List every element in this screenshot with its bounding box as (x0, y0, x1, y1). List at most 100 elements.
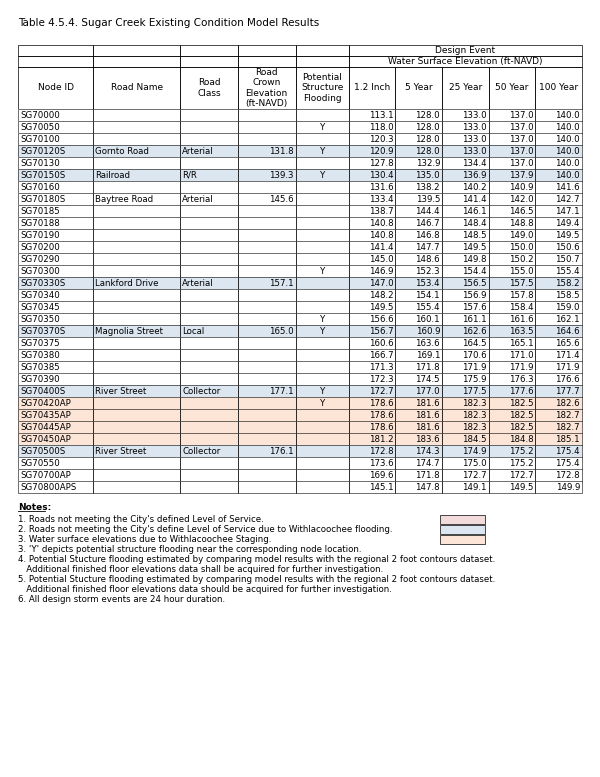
Bar (18, 397, 582, 409)
Text: 165.1: 165.1 (509, 339, 533, 347)
Bar (18, 289, 582, 301)
Bar (489, 445, 535, 457)
Bar (489, 421, 535, 433)
Text: 178.6: 178.6 (369, 423, 394, 431)
Text: Arterial: Arterial (182, 194, 214, 204)
Bar (180, 181, 238, 193)
Bar (535, 229, 582, 241)
Text: SG70370S: SG70370S (20, 326, 65, 336)
Bar (296, 109, 349, 121)
Bar (395, 229, 442, 241)
Bar (18, 361, 94, 373)
Bar (395, 241, 442, 253)
Bar (180, 457, 238, 469)
Bar (296, 133, 349, 145)
Bar (535, 241, 582, 253)
Text: SG70188: SG70188 (20, 218, 60, 228)
Bar (395, 457, 442, 469)
Bar (535, 421, 582, 433)
Text: 133.0: 133.0 (462, 110, 487, 120)
Text: 137.0: 137.0 (509, 147, 533, 155)
Bar (349, 217, 395, 229)
Bar (238, 109, 296, 121)
Bar (180, 277, 238, 289)
Text: 160.1: 160.1 (415, 315, 440, 323)
Bar (442, 361, 489, 373)
Bar (18, 457, 94, 469)
Bar (94, 109, 180, 121)
Text: 150.0: 150.0 (509, 242, 533, 252)
Bar (349, 349, 395, 361)
Bar (18, 481, 94, 493)
Bar (18, 169, 582, 181)
Text: 137.9: 137.9 (509, 170, 533, 179)
Bar (238, 181, 296, 193)
Text: 149.8: 149.8 (462, 255, 487, 263)
Text: SG70550: SG70550 (20, 458, 60, 468)
Bar (395, 253, 442, 265)
Text: 155.4: 155.4 (415, 302, 440, 312)
Text: SG70150S: SG70150S (20, 170, 65, 179)
Text: 182.3: 182.3 (462, 399, 487, 407)
Bar (94, 469, 180, 481)
Text: Lankford Drive: Lankford Drive (95, 278, 159, 287)
Bar (535, 445, 582, 457)
Bar (180, 397, 238, 409)
Text: SG70190: SG70190 (20, 231, 59, 239)
Bar (94, 421, 180, 433)
Bar (296, 277, 349, 289)
Text: 158.5: 158.5 (556, 291, 580, 299)
Text: 137.0: 137.0 (509, 134, 533, 144)
Bar (94, 193, 180, 205)
Text: 147.8: 147.8 (415, 483, 440, 492)
Bar (18, 121, 94, 133)
Bar (180, 145, 238, 157)
Bar (535, 253, 582, 265)
Bar (18, 241, 94, 253)
Text: 140.2: 140.2 (462, 183, 487, 191)
Text: 148.5: 148.5 (462, 231, 487, 239)
Bar (238, 481, 296, 493)
Bar (535, 205, 582, 217)
Text: 181.6: 181.6 (415, 423, 440, 431)
Text: 157.6: 157.6 (462, 302, 487, 312)
Bar (18, 133, 94, 145)
Text: Road Name: Road Name (111, 83, 163, 92)
Bar (94, 217, 180, 229)
Text: 133.0: 133.0 (462, 134, 487, 144)
Bar (442, 265, 489, 277)
Text: 162.6: 162.6 (462, 326, 487, 336)
Bar (440, 535, 485, 544)
Text: 144.4: 144.4 (415, 207, 440, 215)
Bar (238, 469, 296, 481)
Bar (296, 313, 349, 325)
Bar (442, 289, 489, 301)
Bar (442, 337, 489, 349)
Text: 140.0: 140.0 (556, 170, 580, 179)
Bar (489, 277, 535, 289)
Bar (238, 433, 296, 445)
Bar (489, 289, 535, 301)
Bar (535, 133, 582, 145)
Text: 181.6: 181.6 (415, 410, 440, 420)
Text: SG70100: SG70100 (20, 134, 60, 144)
Bar (489, 433, 535, 445)
Bar (94, 433, 180, 445)
Bar (395, 361, 442, 373)
Bar (296, 397, 349, 409)
Text: 175.4: 175.4 (556, 447, 580, 455)
Text: 148.8: 148.8 (509, 218, 533, 228)
Bar (349, 409, 395, 421)
Bar (442, 217, 489, 229)
Text: Additional finished floor elevations data shall be acquired for further investig: Additional finished floor elevations dat… (18, 565, 383, 574)
Bar (238, 313, 296, 325)
Text: 184.5: 184.5 (462, 434, 487, 444)
Text: 146.7: 146.7 (415, 218, 440, 228)
Text: SG70000: SG70000 (20, 110, 60, 120)
Bar (180, 67, 238, 109)
Text: 145.0: 145.0 (369, 255, 394, 263)
Bar (395, 205, 442, 217)
Bar (489, 133, 535, 145)
Bar (442, 229, 489, 241)
Text: 160.6: 160.6 (369, 339, 394, 347)
